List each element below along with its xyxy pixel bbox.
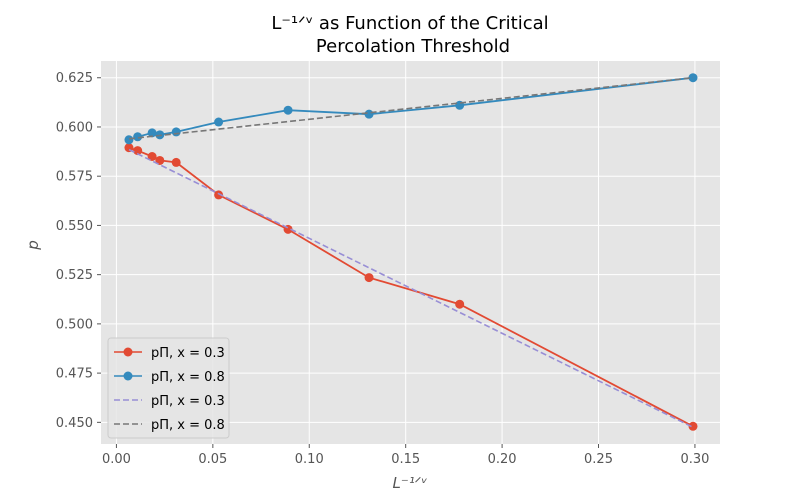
legend-box <box>107 337 230 439</box>
series-line <box>128 76 694 141</box>
x-tick-label: 0.10 <box>295 452 324 467</box>
y-tick-label: 0.575 <box>56 170 93 185</box>
legend-label: pΠ, x = 0.8 <box>151 418 225 433</box>
y-tick-label: 0.525 <box>56 268 93 283</box>
legend-label: pΠ, x = 0.3 <box>151 346 225 361</box>
y-tick-label: 0.625 <box>56 71 93 86</box>
data-point <box>124 135 134 145</box>
x-tick-label: 0.05 <box>198 452 227 467</box>
legend-label: pΠ, x = 0.8 <box>151 370 225 385</box>
data-point <box>364 109 374 119</box>
data-point <box>364 273 374 283</box>
legend-marker <box>123 347 133 357</box>
x-tick-label: 0.00 <box>102 452 131 467</box>
fit-line <box>128 76 694 140</box>
legend-label: pΠ, x = 0.3 <box>151 394 225 409</box>
legend-marker <box>123 371 133 381</box>
y-tick-label: 0.600 <box>56 120 93 135</box>
data-point <box>214 117 224 127</box>
data-point <box>283 105 293 115</box>
y-tick-label: 0.450 <box>56 416 93 431</box>
y-tick-label: 0.550 <box>56 219 93 234</box>
data-point <box>133 146 143 156</box>
data-point <box>171 127 181 137</box>
data-point <box>155 155 165 165</box>
chart-title-line2: Percolation Threshold <box>316 36 510 57</box>
fit-line <box>128 148 694 429</box>
x-tick-label: 0.25 <box>584 452 613 467</box>
data-point <box>147 128 157 138</box>
series-layer <box>124 73 698 431</box>
x-tick-label: 0.15 <box>391 452 420 467</box>
x-axis-ticks: 0.00 0.05 0.10 0.15 0.20 0.25 0.30 <box>102 444 709 467</box>
y-tick-label: 0.500 <box>56 317 93 332</box>
y-axis-label: p <box>24 240 42 251</box>
x-tick-label: 0.30 <box>680 452 709 467</box>
data-point <box>147 152 157 162</box>
data-point <box>171 157 181 167</box>
legend: pΠ, x = 0.3 pΠ, x = 0.8 pΠ, x = 0.3 pΠ, x =… <box>107 337 230 439</box>
x-axis-label: L⁻¹ᐟᵛ <box>393 474 428 492</box>
data-point <box>688 421 698 431</box>
data-point <box>455 299 465 309</box>
data-point <box>133 132 143 142</box>
data-point <box>214 190 224 200</box>
chart-title-line1: L⁻¹ᐟᵛ as Function of the Critical <box>271 13 548 34</box>
y-axis-ticks: 0.450 0.475 0.500 0.525 0.550 0.575 0.600 0.625 <box>56 71 101 431</box>
y-tick-label: 0.475 <box>56 367 93 382</box>
x-tick-label: 0.20 <box>488 452 517 467</box>
